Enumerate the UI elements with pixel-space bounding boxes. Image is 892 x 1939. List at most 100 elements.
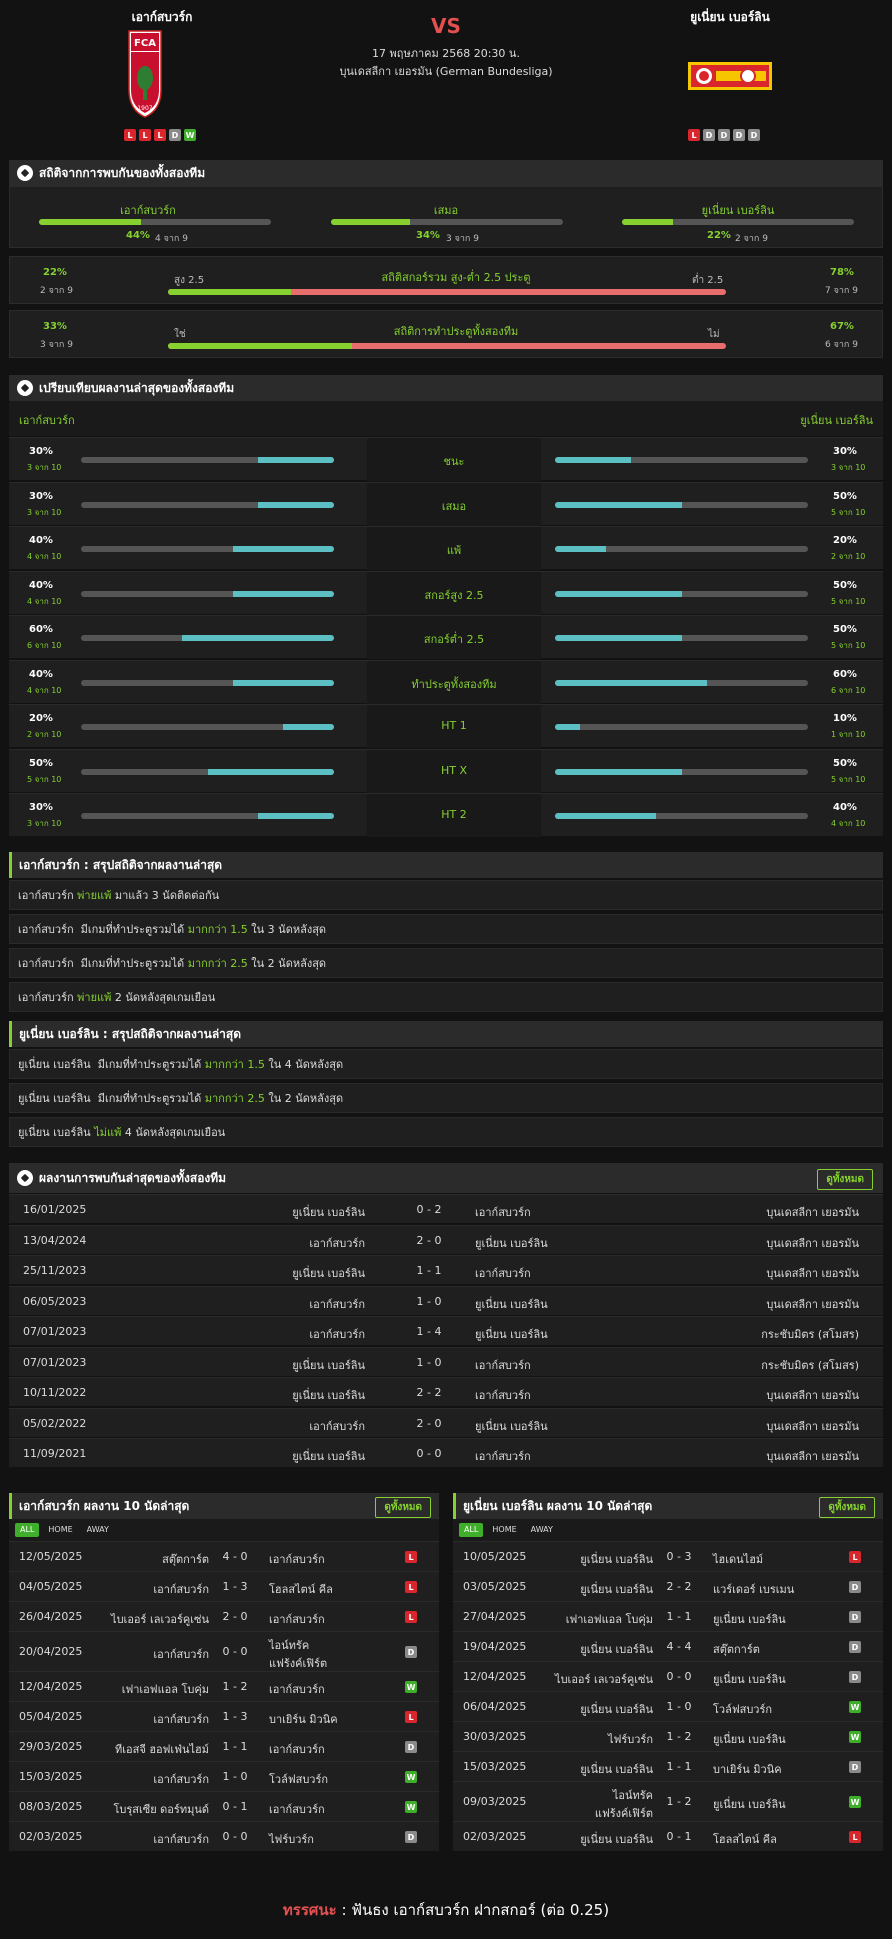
h2h-row[interactable]: 07/01/2023 ยูเนี่ยน เบอร์ลิน 1 - 0 เอาก์สบว… <box>9 1346 883 1376</box>
compare-away-sub: 5 จาก 10 <box>831 641 866 650</box>
last10-home: เอาก์สบวร์ก <box>153 1773 209 1786</box>
match-league[interactable]: บุนเดสลีกา เยอรมัน (German Bundesliga) <box>339 65 553 78</box>
compare-home-bar <box>81 724 334 730</box>
vs-label: VS <box>431 14 461 38</box>
compare-home-bar <box>81 501 334 508</box>
last10-score: 0 - 1 <box>222 1800 248 1813</box>
last10-score: 1 - 3 <box>222 1710 248 1723</box>
h2h-row[interactable]: 05/02/2022 เอาก์สบวร์ก 2 - 0 ยูเนี่ยน เบอร์… <box>9 1407 883 1437</box>
h2h-row[interactable]: 16/01/2025 ยูเนี่ยน เบอร์ลิน 0 - 2 เอาก์สบว… <box>9 1194 883 1223</box>
h2h-date: 06/05/2023 <box>23 1294 87 1308</box>
compare-away-sub: 5 จาก 10 <box>831 507 866 517</box>
summary-highlight: มากกว่า 2.5 <box>187 957 248 970</box>
last10-away: โฮลสไตน์ คีล <box>713 1833 777 1846</box>
form-badge: L <box>139 129 151 141</box>
tab-all[interactable]: ALL <box>15 1523 40 1537</box>
last10-row[interactable]: 29/03/2025 ทีเอสจี ฮอฟเฟ่นไฮม์ 1 - 1 เอาก์ส… <box>9 1731 439 1761</box>
compare-row: 60% 6 จาก 10 สกอร์ต่ำ 2.5 50% 5 จาก 10 <box>9 615 883 659</box>
summary-text: ยูเนี่ยน เบอร์ลิน <box>18 1126 95 1139</box>
tab-all[interactable]: ALL <box>459 1523 484 1537</box>
h2h-home: ยูเนี่ยน เบอร์ลิน <box>292 1267 365 1280</box>
compare-label: HT 2 <box>441 808 467 821</box>
h2h-away-label: ยูเนี่ยน เบอร์ลิน <box>701 204 775 217</box>
last10-score: 4 - 0 <box>222 1550 248 1563</box>
summary-text: ยูเนี่ยน เบอร์ลิน มีเกมที่ทำประตูรวมได้ <box>18 1058 205 1071</box>
last10-row[interactable]: 15/03/2025 ยูเนี่ยน เบอร์ลิน 1 - 1 บาเยิร์น… <box>453 1751 883 1781</box>
h2h-date: 05/02/2022 <box>23 1416 87 1430</box>
result-badge: W <box>849 1701 861 1713</box>
h2h-competition: บุนเดสลีกา เยอรมัน <box>766 1267 859 1280</box>
home-last10-view-all-button[interactable]: ดูทั้งหมด <box>375 1497 431 1518</box>
h2h-row[interactable]: 07/01/2023 เอาก์สบวร์ก 1 - 4 ยูเนี่ยน เบอร์… <box>9 1316 883 1345</box>
h2h-wdl-panel: เอาก์สบวร์ก 44% 4 จาก 9 เสมอ 34% 3 จาก 9… <box>9 186 883 248</box>
last10-score: 2 - 0 <box>222 1610 248 1623</box>
last10-home: เอาก์สบวร์ก <box>153 1648 209 1661</box>
h2h-score: 0 - 0 <box>416 1447 442 1460</box>
h2h-row[interactable]: 25/11/2023 ยูเนี่ยน เบอร์ลิน 1 - 1 เอาก์สบว… <box>9 1255 883 1284</box>
compare-label-cell: เสมอ <box>367 482 541 526</box>
last10-date: 15/03/2025 <box>19 1770 83 1783</box>
compare-label: เสมอ <box>441 499 467 513</box>
form-badge: D <box>169 129 181 141</box>
h2h-draw-bar <box>331 219 563 225</box>
tab-away[interactable]: AWAY <box>86 1525 109 1534</box>
h2h-row[interactable]: 10/11/2022 ยูเนี่ยน เบอร์ลิน 2 - 2 เอาก์สบว… <box>9 1377 883 1406</box>
last10-away: ยูเนี่ยน เบอร์ลิน <box>713 1673 786 1686</box>
last10-home: เอาก์สบวร์ก <box>153 1833 209 1846</box>
last10-row[interactable]: 15/03/2025 เอาก์สบวร์ก 1 - 0 โวล์ฟสบวร์ก W <box>9 1761 439 1791</box>
compare-away-bar <box>555 635 808 641</box>
h2h-view-all-button[interactable]: ดูทั้งหมด <box>817 1169 873 1190</box>
h2h-row[interactable]: 11/09/2021 ยูเนี่ยน เบอร์ลิน 0 - 0 เอาก์สบว… <box>9 1438 883 1467</box>
last10-row[interactable]: 27/04/2025 เฟาเอฟแอล โบคุ่ม 1 - 1 ยูเนี่ยน … <box>453 1601 883 1631</box>
summary-row: เอาก์สบวร์ก มีเกมที่ทำประตูรวมได้ มากกว่… <box>9 914 883 944</box>
last10-row[interactable]: 08/03/2025 โบรุสเซีย ดอร์ทมุนด์ 0 - 1 เอาก์… <box>9 1791 439 1821</box>
away-team-name[interactable]: ยูเนี่ยน เบอร์ลิน <box>690 10 770 24</box>
last10-row[interactable]: 26/04/2025 ไบเออร์ เลเวอร์คูเซ่น 2 - 0 เอาก… <box>9 1601 439 1631</box>
compare-away-team[interactable]: ยูเนี่ยน เบอร์ลิน <box>800 414 873 427</box>
result-badge: L <box>405 1581 417 1593</box>
last10-row[interactable]: 02/03/2025 เอาก์สบวร์ก 0 - 0 ไฟร์บวร์ก D <box>9 1821 439 1851</box>
summary-text: เอาก์สบวร์ก <box>18 991 78 1004</box>
last10-row[interactable]: 09/03/2025 ไอน์ทรัค แฟร้งค์เฟิร์ต 1 - 2 ยูเ… <box>453 1781 883 1821</box>
last10-row[interactable]: 19/04/2025 ยูเนี่ยน เบอร์ลิน 4 - 4 สตุ๊ตการ… <box>453 1631 883 1661</box>
last10-row[interactable]: 12/04/2025 เฟาเอฟแอล โบคุ่ม 1 - 2 เอาก์สบวร… <box>9 1671 439 1701</box>
last10-row[interactable]: 04/05/2025 เอาก์สบวร์ก 1 - 3 โฮลสไตน์ คีล L <box>9 1571 439 1601</box>
compare-home-team[interactable]: เอาก์สบวร์ก <box>19 414 75 427</box>
h2h-row[interactable]: 06/05/2023 เอาก์สบวร์ก 1 - 0 ยูเนี่ยน เบอร์… <box>9 1285 883 1315</box>
compare-away-pct: 30% <box>833 446 857 457</box>
last10-row[interactable]: 30/03/2025 ไฟร์บวร์ก 1 - 2 ยูเนี่ยน เบอร์ลิ… <box>453 1721 883 1751</box>
last10-row[interactable]: 05/04/2025 เอาก์สบวร์ก 1 - 3 บาเยิร์น มิวนิ… <box>9 1701 439 1731</box>
last10-row[interactable]: 20/04/2025 เอาก์สบวร์ก 0 - 0 ไอน์ทรัค แฟร้ง… <box>9 1631 439 1671</box>
last10-row[interactable]: 10/05/2025 ยูเนี่ยน เบอร์ลิน 0 - 3 ไฮเดนไฮม… <box>453 1541 883 1571</box>
h2h-score: 0 - 2 <box>416 1203 442 1216</box>
last10-away: ไฮเดนไฮม์ <box>713 1553 764 1566</box>
summary-highlight: มากกว่า 1.5 <box>204 1058 265 1071</box>
h2h-row[interactable]: 13/04/2024 เอาก์สบวร์ก 2 - 0 ยูเนี่ยน เบอร์… <box>9 1224 883 1254</box>
away-last10-header: ยูเนี่ยน เบอร์ลิน ผลงาน 10 นัดล่าสุด ดูท… <box>453 1493 883 1519</box>
h2h-away-bar <box>622 219 854 225</box>
last10-row[interactable]: 12/04/2025 ไบเออร์ เลเวอร์คูเซ่น 0 - 0 ยูเน… <box>453 1661 883 1691</box>
tab-home[interactable]: HOME <box>48 1525 73 1534</box>
result-badge: W <box>405 1801 417 1813</box>
h2h-btts-panel: 33% 3 จาก 9 ใช่ สถิติการทำประตูทั้งสองที… <box>9 310 883 358</box>
h2h-score: 2 - 2 <box>416 1386 442 1399</box>
tab-away[interactable]: AWAY <box>530 1525 553 1534</box>
compare-away-sub: 5 จาก 10 <box>831 774 866 784</box>
svg-text:FCA: FCA <box>134 38 156 49</box>
ou-right-pct: 78% <box>830 267 854 278</box>
last10-row[interactable]: 03/05/2025 ยูเนี่ยน เบอร์ลิน 2 - 2 แวร์เดอร… <box>453 1571 883 1601</box>
away-last10-view-all-button[interactable]: ดูทั้งหมด <box>819 1497 875 1518</box>
last10-row[interactable]: 12/05/2025 สตุ๊ตการ์ต 4 - 0 เอาก์สบวร์ก L <box>9 1541 439 1571</box>
tab-home[interactable]: HOME <box>492 1525 517 1534</box>
last10-row[interactable]: 02/03/2025 ยูเนี่ยน เบอร์ลิน 0 - 1 โฮลสไตน์… <box>453 1821 883 1851</box>
h2h-away-pct: 22% <box>707 230 731 241</box>
compare-label: ชนะ <box>443 455 465 468</box>
compare-label: สกอร์ต่ำ 2.5 <box>423 633 485 646</box>
btts-left-tag: ใช่ <box>174 329 186 340</box>
compare-away-sub: 1 จาก 10 <box>831 730 866 739</box>
last10-row[interactable]: 06/04/2025 ยูเนี่ยน เบอร์ลิน 1 - 0 โวล์ฟสบว… <box>453 1691 883 1721</box>
home-team-name[interactable]: เอาก์สบวร์ก <box>131 10 193 24</box>
compare-row: 40% 4 จาก 10 แพ้ 20% 2 จาก 10 <box>9 526 883 570</box>
